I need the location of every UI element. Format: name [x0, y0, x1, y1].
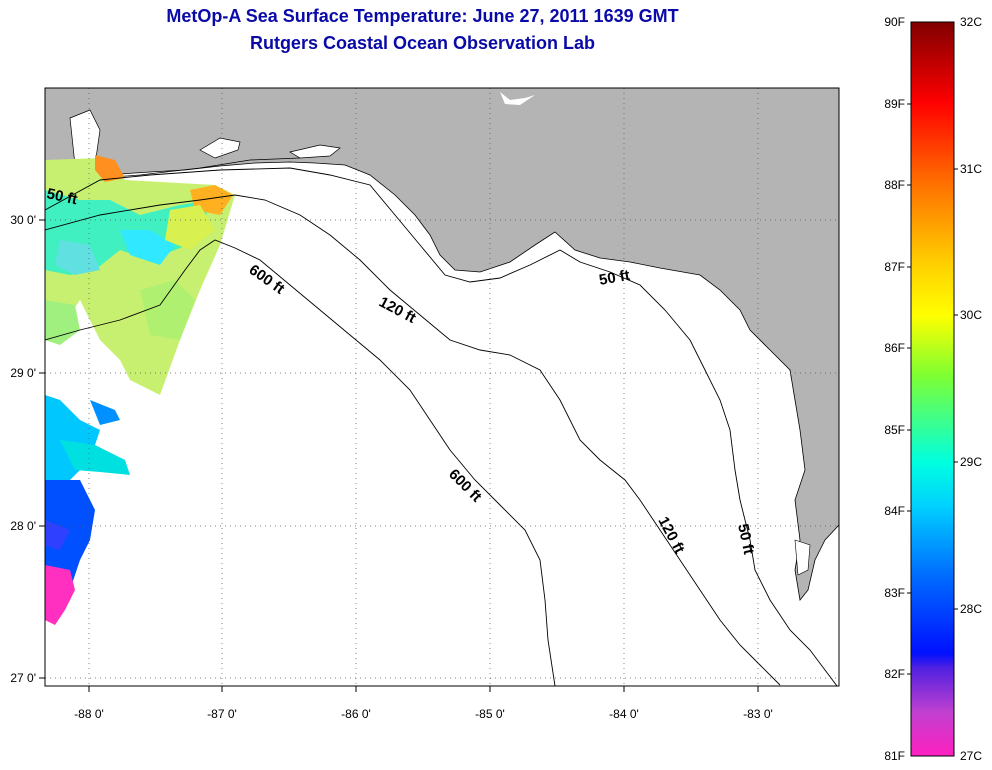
bay [199, 137, 241, 159]
colorbar-f-label: 86F [884, 341, 905, 355]
colorbar [910, 21, 955, 757]
lat-label: 29 0' [10, 366, 36, 380]
contour-label: 50 ft [45, 185, 79, 208]
contour-label: 50 ft [734, 522, 757, 556]
lon-label: -86 0' [341, 707, 371, 721]
colorbar-f-label: 85F [884, 423, 905, 437]
lon-label: -87 0' [207, 707, 237, 721]
colorbar-f-label: 90F [884, 15, 905, 29]
bathymetry-contours [45, 167, 838, 686]
lat-label: 28 0' [10, 519, 36, 533]
map-frame [44, 87, 840, 687]
bay [794, 539, 811, 576]
colorbar-f-label: 81F [884, 749, 905, 763]
colorbar-c-label: 29C [960, 455, 982, 469]
lon-label: -83 0' [743, 707, 773, 721]
axis-ticks [39, 219, 759, 692]
lat-label: 27 0' [10, 671, 36, 685]
colorbar-c-label: 31C [960, 162, 982, 176]
map-title: MetOp-A Sea Surface Temperature: June 27… [166, 6, 679, 26]
lon-label: -85 0' [475, 707, 505, 721]
colorbar-f-label: 89F [884, 97, 905, 111]
colorbar-c-label: 27C [960, 749, 982, 763]
colorbar-f-label: 87F [884, 260, 905, 274]
lon-label: -88 0' [74, 707, 104, 721]
map-subtitle: Rutgers Coastal Ocean Observation Lab [249, 33, 596, 53]
lon-label: -84 0' [609, 707, 639, 721]
colorbar-ticks [907, 103, 958, 675]
bay [69, 109, 101, 166]
colorbar-c-label: 28C [960, 602, 982, 616]
colorbar-f-label: 88F [884, 178, 905, 192]
colorbar-f-label: 82F [884, 667, 905, 681]
colorbar-f-label: 83F [884, 586, 905, 600]
bay [289, 144, 341, 159]
colorbar-c-label: 32C [960, 15, 982, 29]
lake [500, 92, 535, 105]
lat-label: 30 0' [10, 213, 36, 227]
colorbar-c-label: 30C [960, 308, 982, 322]
contour-label: 50 ft [598, 267, 631, 289]
colorbar-f-label: 84F [884, 504, 905, 518]
